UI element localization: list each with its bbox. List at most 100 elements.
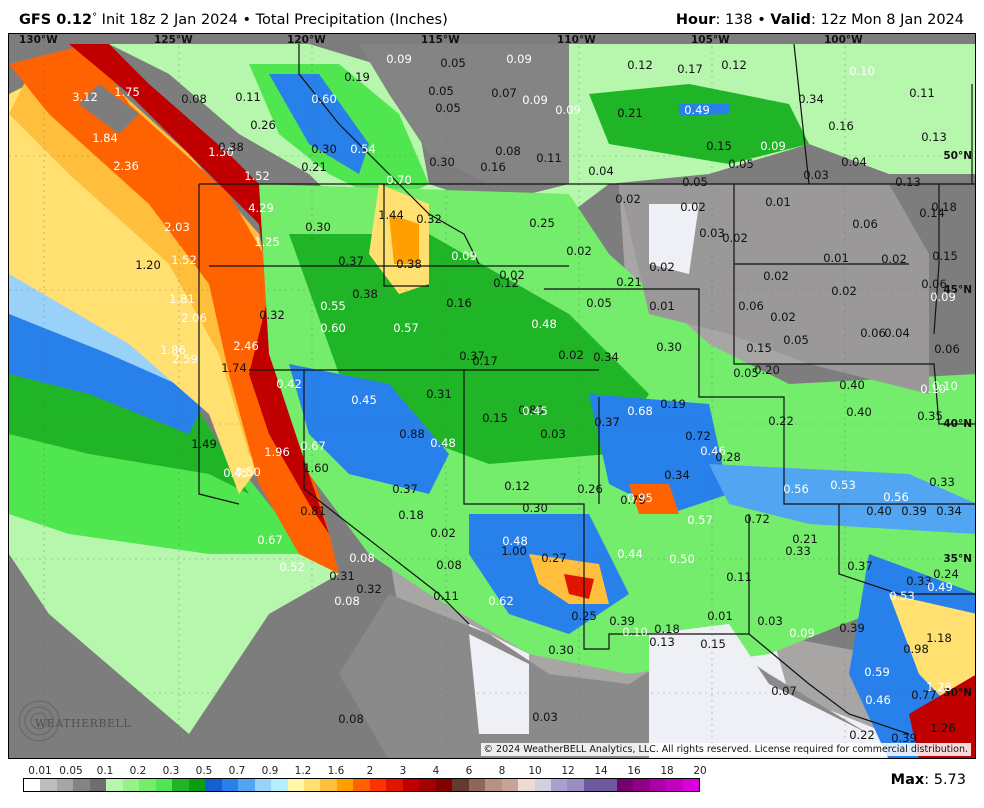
precip-value: 4.29 — [248, 201, 274, 215]
latitude-label: 30°N — [943, 687, 972, 699]
precip-value: 0.02 — [770, 310, 796, 324]
precip-value: 0.54 — [350, 142, 376, 156]
precip-value: 0.72 — [685, 429, 711, 443]
precip-value: 0.32 — [356, 582, 382, 596]
valid-value: : 12z Mon 8 Jan 2024 — [810, 12, 964, 28]
precip-value: 0.56 — [883, 490, 909, 504]
precip-value: 0.02 — [649, 260, 675, 274]
precip-value: 1.44 — [378, 208, 404, 222]
precip-value: 0.35 — [917, 409, 943, 423]
precip-value: 0.05 — [428, 84, 454, 98]
colorbar-swatch — [303, 779, 321, 791]
precip-value: 0.62 — [488, 594, 514, 608]
precip-value: 0.03 — [532, 710, 558, 724]
colorbar-swatch — [452, 779, 469, 791]
precip-value: 0.09 — [522, 93, 548, 107]
precip-value: 0.11 — [433, 589, 459, 603]
colorbar-swatch — [369, 779, 387, 791]
precip-value: 0.09 — [506, 52, 532, 66]
max-value: Max: 5.73 — [891, 772, 966, 788]
precip-value: 0.38 — [352, 287, 378, 301]
precip-value: 0.06 — [852, 217, 878, 231]
precip-value: 0.34 — [936, 504, 962, 518]
precip-value: 0.12 — [504, 479, 530, 493]
precip-value: 0.45 — [351, 393, 377, 407]
colorbar-swatch — [567, 779, 584, 791]
colorbar-swatch — [353, 779, 370, 791]
precip-value: 0.53 — [830, 478, 856, 492]
colorbar-swatch — [205, 779, 222, 791]
precip-value: 0.15 — [482, 411, 508, 425]
precip-value: 0.37 — [338, 254, 364, 268]
colorbar-swatch — [56, 779, 74, 791]
precip-value: 0.37 — [847, 559, 873, 573]
precip-value: 0.48 — [502, 534, 528, 548]
precip-value: 0.10 — [849, 64, 875, 78]
precip-value: 0.50 — [669, 552, 695, 566]
colorbar-swatch — [271, 779, 288, 791]
precip-value: 0.08 — [495, 144, 521, 158]
precip-value: 0.39 — [609, 614, 635, 628]
precip-value: 0.08 — [349, 551, 375, 565]
precip-value: 0.07 — [491, 86, 517, 100]
precip-value: 1.74 — [221, 361, 247, 375]
precip-value: 0.03 — [757, 614, 783, 628]
colorbar-tick: 0.3 — [162, 765, 180, 777]
precip-value: 1.52 — [244, 169, 270, 183]
colorbar-swatch — [402, 779, 420, 791]
precip-value: 0.02 — [881, 252, 907, 266]
colorbar-tick: 8 — [498, 765, 506, 777]
precip-value: 0.31 — [426, 387, 452, 401]
precip-value: 0.02 — [615, 192, 641, 206]
longitude-label: 100°W — [824, 34, 863, 46]
precip-value: 0.01 — [649, 299, 675, 313]
precip-value: 0.13 — [649, 635, 675, 649]
colorbar-swatch — [468, 779, 486, 791]
precip-value: 0.08 — [338, 712, 364, 726]
colorbar-swatch — [534, 779, 551, 791]
precip-value: 0.02 — [763, 269, 789, 283]
precip-value: 0.26 — [250, 118, 276, 132]
precip-value: 2.36 — [113, 159, 139, 173]
precip-value: 0.37 — [459, 349, 485, 363]
precip-value: 1.20 — [135, 258, 161, 272]
product-name: Total Precipitation (Inches) — [255, 12, 448, 28]
separator: • — [752, 12, 771, 28]
colorbar-tick: 3 — [399, 765, 407, 777]
swirl-icon — [18, 700, 60, 742]
precip-value: 0.37 — [594, 415, 620, 429]
precip-value: 0.32 — [259, 308, 285, 322]
precip-value: 0.46 — [865, 693, 891, 707]
colorbar-tick: 0.1 — [96, 765, 114, 777]
colorbar-tick: 0.2 — [129, 765, 147, 777]
precip-value: 0.26 — [577, 482, 603, 496]
precip-value: 0.50 — [235, 465, 261, 479]
precip-value: 2.59 — [172, 352, 198, 366]
map-fill — [9, 34, 975, 758]
precip-value: 0.49 — [684, 103, 710, 117]
colorbar-swatch — [89, 779, 107, 791]
precip-value: 0.13 — [895, 175, 921, 189]
precip-value: 0.44 — [617, 547, 643, 561]
precip-value: 1.50 — [208, 145, 234, 159]
precip-value: 0.04 — [588, 164, 614, 178]
precip-value: 0.02 — [430, 526, 456, 540]
precip-value: 0.19 — [660, 397, 686, 411]
precip-value: 0.30 — [548, 643, 574, 657]
precip-value: 0.48 — [531, 317, 557, 331]
colorbar-swatch — [238, 779, 255, 791]
precip-value: 0.11 — [235, 90, 261, 104]
precip-value: 0.88 — [399, 427, 425, 441]
degree-sign: ° — [92, 12, 98, 23]
precip-value: 0.10 — [932, 379, 958, 393]
precip-value: 0.40 — [866, 504, 892, 518]
colorbar-swatch — [666, 779, 683, 791]
precip-value: 2.03 — [164, 220, 190, 234]
precip-value: 0.16 — [828, 119, 854, 133]
colorbar-swatch — [551, 779, 568, 791]
precip-value: 0.15 — [706, 139, 732, 153]
hour-value: : 138 — [715, 12, 753, 28]
precip-value: 1.81 — [169, 292, 195, 306]
copyright-notice: © 2024 WeatherBELL Analytics, LLC. All r… — [480, 743, 971, 756]
colorbar-swatch — [649, 779, 667, 791]
